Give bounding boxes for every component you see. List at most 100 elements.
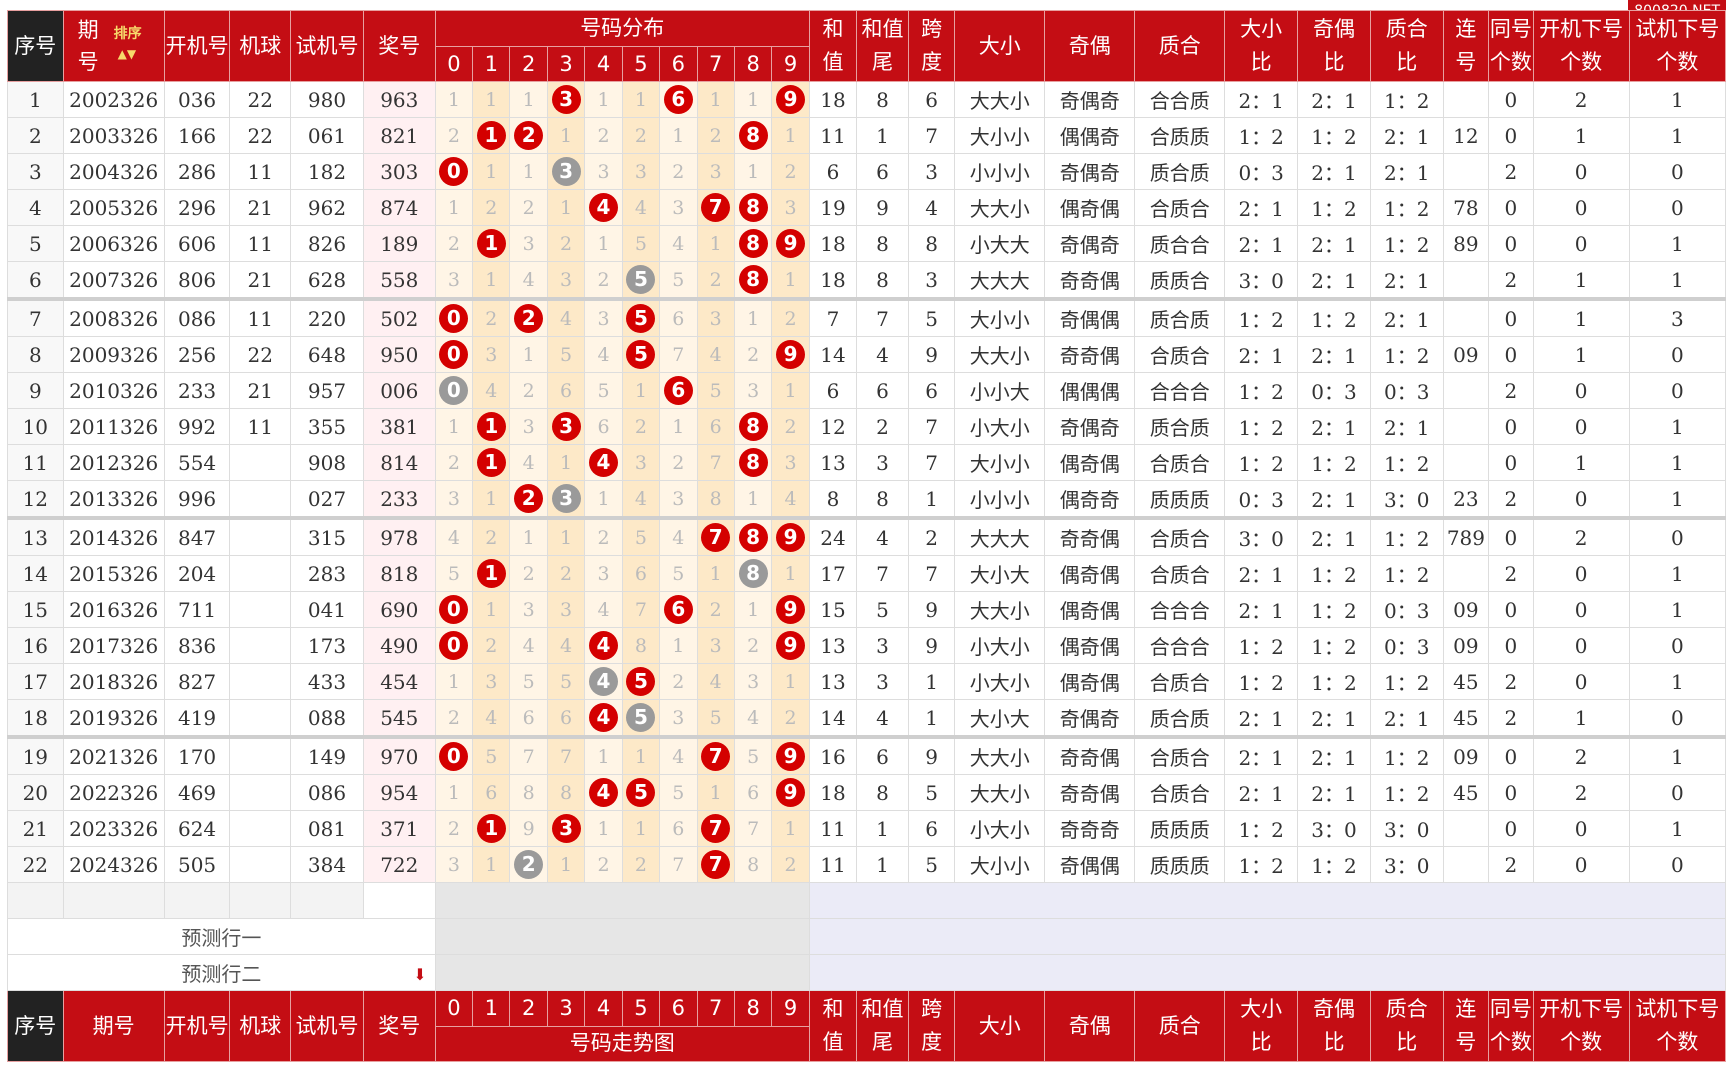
cell-trial-next-count: 1 xyxy=(1628,480,1726,519)
col-same-count: 同号 个数 xyxy=(1488,10,1534,82)
cell-trial-no: 957 xyxy=(290,372,364,409)
cell-open-next-count: 1 xyxy=(1532,117,1630,154)
cell-trial-next-count: 0 xyxy=(1628,516,1726,556)
foot-col-big-small: 大小 xyxy=(954,990,1046,1062)
cell-dist-9: 2 xyxy=(771,297,810,337)
cell-open-next-count: 0 xyxy=(1532,591,1630,628)
predict-row-1-dist[interactable] xyxy=(434,918,810,955)
cell-trial-next-count: 1 xyxy=(1628,444,1726,481)
cell-open-no: 554 xyxy=(163,444,231,481)
cell-prime-composite: 合合合 xyxy=(1134,372,1226,409)
foot-col-pr-ratio: 质合比 xyxy=(1369,990,1444,1062)
cell-dist-5: 4 xyxy=(621,480,661,519)
cell-oe-ratio: 2：1 xyxy=(1297,153,1371,190)
cell-ball: 22 xyxy=(229,117,292,154)
col-sum-top: 和 xyxy=(822,17,844,41)
cell-trial-next-count: 1 xyxy=(1628,408,1726,445)
col-period-sortable[interactable]: 期 号 排序 ▲▼ xyxy=(62,10,165,82)
cell-dist-5: 6 xyxy=(621,555,661,592)
foot-col-open-next-count-bottom: 个数 xyxy=(1560,1030,1603,1054)
cell-consecutive xyxy=(1442,261,1490,300)
repeat-ball: 0 xyxy=(439,376,469,405)
cell-dist-0: 0 xyxy=(434,372,474,409)
hit-ball: 8 xyxy=(738,412,768,441)
cell-prize-no: 545 xyxy=(362,699,436,738)
cell-dist-1: 4 xyxy=(472,372,511,409)
cell-dist-7: 5 xyxy=(696,372,735,409)
cell-dist-4: 5 xyxy=(584,372,623,409)
cell-big-small: 小小小 xyxy=(954,480,1046,519)
hit-ball: 2 xyxy=(514,121,544,150)
cell-dist-4: 2 xyxy=(584,846,623,883)
sort-button[interactable]: 排序 xyxy=(113,26,142,42)
foot-digit-header-9: 9 xyxy=(771,990,810,1027)
hit-ball: 0 xyxy=(439,631,469,660)
cell-seq: 22 xyxy=(7,846,64,883)
col-consecutive-bottom: 号 xyxy=(1455,50,1477,74)
cell-ball xyxy=(229,699,292,738)
foot-col-same-count-top: 同号 xyxy=(1489,997,1532,1021)
hit-ball: 9 xyxy=(776,631,806,660)
cell-dist-6: 7 xyxy=(659,846,698,883)
cell-consecutive: 09 xyxy=(1442,735,1490,775)
cell-trial-next-count: 0 xyxy=(1628,372,1726,409)
cell-dist-1: 2 xyxy=(472,516,511,556)
cell-span: 6 xyxy=(907,81,956,118)
col-ball: 机球 xyxy=(229,10,292,82)
cell-dist-8: 1 xyxy=(733,480,773,519)
hit-ball: 9 xyxy=(776,229,806,258)
cell-dist-6: 4 xyxy=(659,516,698,556)
cell-dist-6: 7 xyxy=(659,336,698,373)
cell-seq: 17 xyxy=(7,663,64,700)
cell-pr-ratio: 0：3 xyxy=(1369,627,1444,664)
cell-oe-ratio: 1：2 xyxy=(1297,297,1371,337)
cell-trial-no: 433 xyxy=(290,663,364,700)
cell-prize-no: 814 xyxy=(362,444,436,481)
predict-row-2-dist[interactable] xyxy=(434,954,810,991)
cell-same-count: 2 xyxy=(1488,663,1534,700)
cell-dist-8: 8 xyxy=(733,189,773,226)
cell-dist-4: 2 xyxy=(584,117,623,154)
cell-pr-ratio: 1：2 xyxy=(1369,81,1444,118)
col-odd-even: 奇偶 xyxy=(1044,10,1136,82)
cell-trial-next-count: 1 xyxy=(1628,555,1726,592)
arrow-down-icon[interactable]: ⬇ xyxy=(413,965,427,984)
col-span-top: 跨 xyxy=(921,17,943,41)
cell-dist-9: 9 xyxy=(771,774,810,811)
repeat-ball: 3 xyxy=(551,157,581,186)
cell-dist-1: 1 xyxy=(472,153,511,190)
cell-open-next-count: 1 xyxy=(1532,336,1630,373)
cell-dist-1: 1 xyxy=(472,480,511,519)
sort-arrows-icon[interactable]: ▲▼ xyxy=(117,47,137,61)
cell-dist-0: 3 xyxy=(434,846,474,883)
cell-dist-6: 2 xyxy=(659,663,698,700)
table-row: 12 2013326 996 027 233 3 1 2 3 1 4 3 8 1 4 8 8 1 小小小 偶奇奇 质质质… xyxy=(7,480,1726,519)
cell-dist-8: 1 xyxy=(733,153,773,190)
cell-span: 4 xyxy=(907,189,956,226)
blank-cell xyxy=(362,882,436,919)
cell-oe-ratio: 1：2 xyxy=(1297,591,1371,628)
cell-dist-1: 1 xyxy=(472,555,511,592)
cell-sum-tail: 1 xyxy=(856,846,909,883)
cell-consecutive: 12 xyxy=(1442,117,1490,154)
predict-row-1[interactable]: 预测行一 xyxy=(7,918,436,955)
foot-col-consecutive: 连号 xyxy=(1442,990,1490,1062)
cell-dist-7: 1 xyxy=(696,81,735,118)
cell-dist-8: 1 xyxy=(733,297,773,337)
cell-dist-2: 1 xyxy=(509,81,548,118)
cell-dist-9: 3 xyxy=(771,444,810,481)
cell-odd-even: 奇偶奇 xyxy=(1044,225,1136,262)
predict-row-2[interactable]: 预测行二 ⬇ xyxy=(7,954,436,991)
cell-sum-tail: 6 xyxy=(856,153,909,190)
table-row: 19 2021326 170 149 970 0 5 7 7 1 1 4 7 5 9 16 6 9 大大小 奇奇偶 合质… xyxy=(7,735,1726,775)
cell-trial-no: 182 xyxy=(290,153,364,190)
cell-dist-2: 3 xyxy=(509,591,548,628)
cell-pr-ratio: 0：3 xyxy=(1369,591,1444,628)
cell-dist-4: 1 xyxy=(584,81,623,118)
cell-prize-no: 233 xyxy=(362,480,436,519)
cell-odd-even: 奇奇偶 xyxy=(1044,516,1136,556)
cell-sum: 7 xyxy=(808,297,858,337)
cell-sum-tail: 4 xyxy=(856,699,909,738)
cell-prize-no: 558 xyxy=(362,261,436,300)
